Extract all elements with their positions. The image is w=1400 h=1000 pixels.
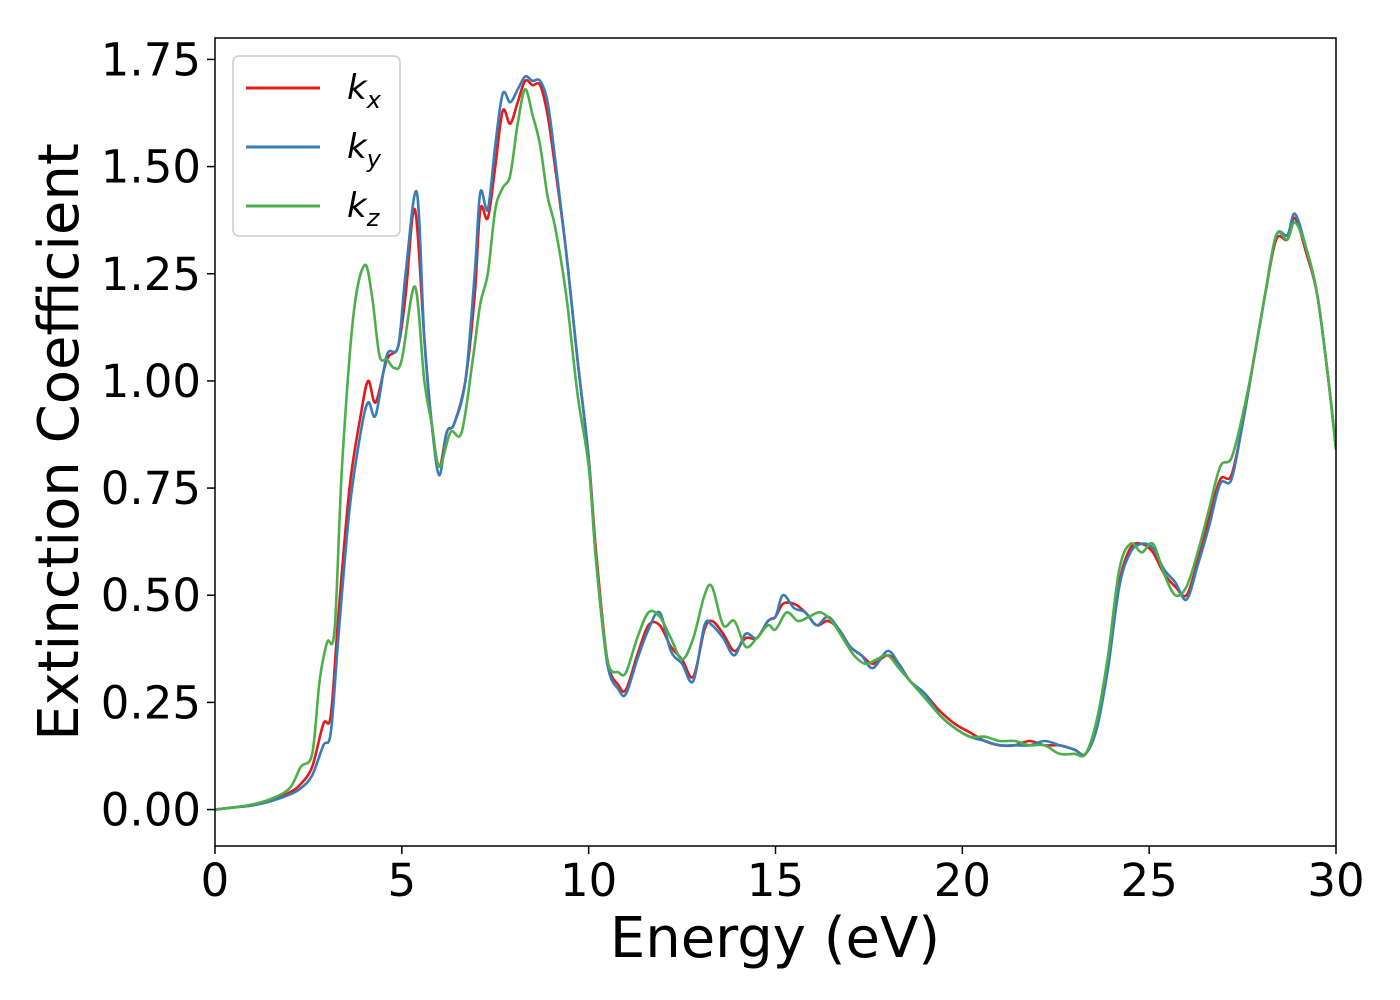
x-axis: 0 5 10 15 20 25 30 — [201, 846, 1365, 907]
legend-label-base: k — [347, 127, 368, 167]
y-axis: 0.00 0.25 0.50 0.75 1.00 1.25 1.50 1.75 — [101, 33, 215, 837]
x-tick-label: 15 — [747, 854, 804, 907]
x-tick-label: 25 — [1121, 854, 1178, 907]
x-tick-label: 5 — [388, 854, 417, 907]
y-tick-label: 1.00 — [101, 355, 201, 408]
y-tick-label: 0.75 — [101, 462, 201, 515]
legend-label-subscript: x — [366, 86, 382, 114]
legend-label-base: k — [347, 68, 368, 108]
legend-label-subscript: z — [366, 204, 381, 232]
series-line-kx — [215, 78, 1336, 811]
legend-label-ky: ky — [347, 127, 382, 173]
legend-label-kz: kz — [347, 186, 381, 232]
y-tick-label: 1.50 — [101, 141, 201, 194]
x-axis-label: Energy (eV) — [610, 906, 940, 971]
y-tick-label: 0.25 — [101, 676, 201, 729]
y-tick-label: 1.25 — [101, 248, 201, 301]
x-tick-label: 20 — [934, 854, 991, 907]
series-layer — [215, 75, 1336, 811]
legend-label-base: k — [347, 186, 368, 226]
y-tick-label: 0.50 — [101, 569, 201, 622]
series-line-kz — [215, 88, 1336, 811]
y-tick-label: 1.75 — [101, 33, 201, 86]
x-tick-label: 10 — [560, 854, 617, 907]
legend-label-subscript: y — [366, 145, 382, 173]
y-tick-label: 0.00 — [101, 784, 201, 837]
y-axis-label: Extinction Coefficient — [27, 143, 92, 741]
legend-label-kx: kx — [347, 68, 382, 114]
x-tick-label: 0 — [201, 854, 230, 907]
x-tick-label: 30 — [1307, 854, 1364, 907]
